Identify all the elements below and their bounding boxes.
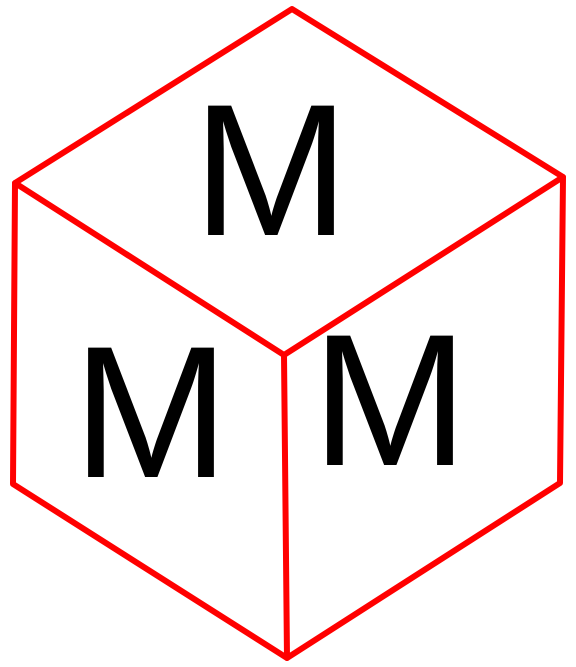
top-face-letter: M (193, 65, 350, 275)
right-face-letter: M (312, 295, 469, 505)
left-face-letter: M (73, 307, 230, 517)
edge-left-to-center (12, 180, 287, 358)
edge-right-to-center (281, 174, 566, 358)
edge-center-to-bottom (281, 352, 290, 661)
